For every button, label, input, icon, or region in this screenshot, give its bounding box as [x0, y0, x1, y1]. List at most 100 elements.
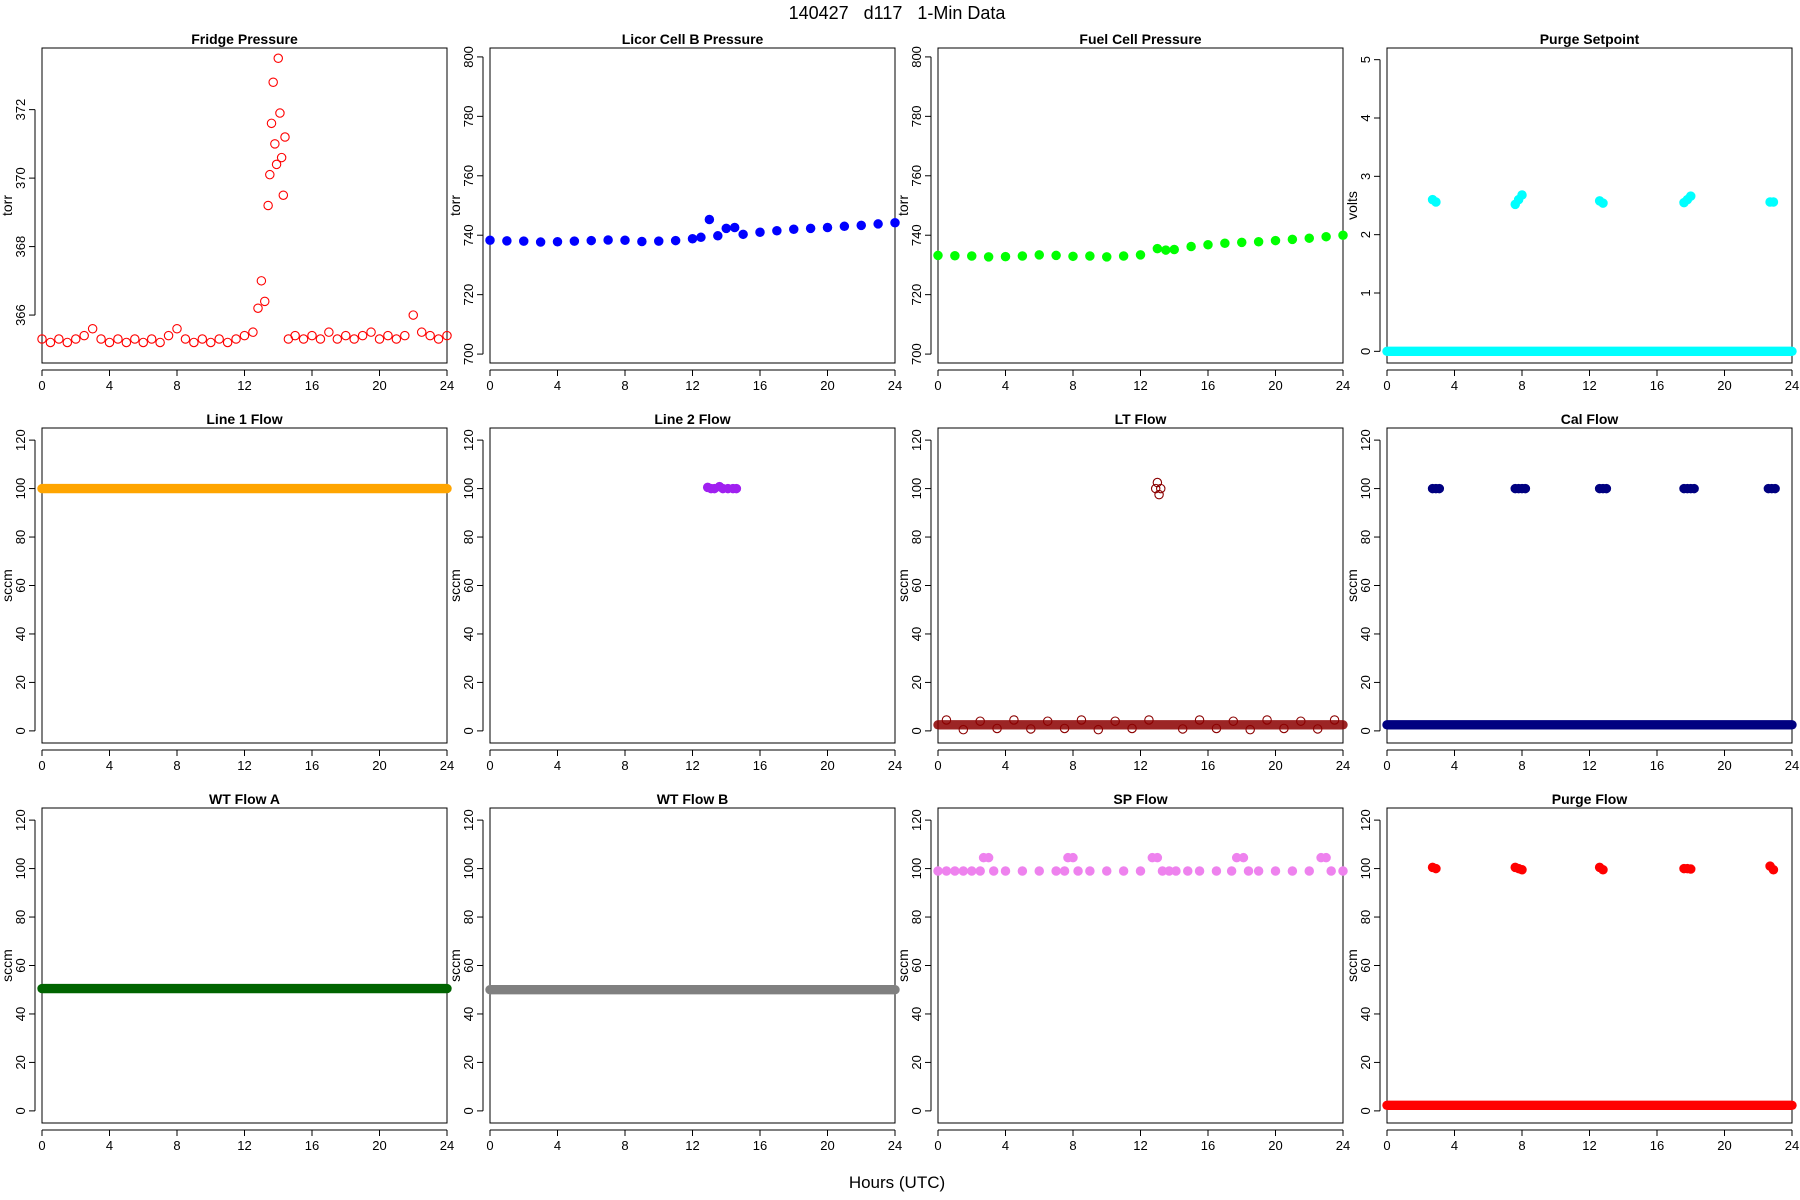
- data-point: [1262, 715, 1272, 725]
- x-tick-label: 8: [173, 378, 180, 393]
- data-point: [950, 866, 960, 876]
- data-point: [839, 221, 850, 232]
- y-tick-label: 80: [13, 530, 28, 544]
- y-tick-label: 0: [1358, 348, 1373, 355]
- data-point: [332, 334, 343, 344]
- x-tick-label: 12: [1133, 758, 1147, 773]
- data-point: [1000, 251, 1011, 262]
- data-point: [1118, 866, 1129, 876]
- data-point: [298, 334, 309, 344]
- figure-title: 140427 d117 1-Min Data: [789, 3, 1007, 23]
- data-point: [1076, 715, 1087, 725]
- data-point: [155, 337, 165, 348]
- y-axis-label: sccm: [447, 949, 463, 982]
- data-point: [1520, 483, 1531, 494]
- data-point: [71, 334, 81, 344]
- x-tick-label: 20: [1717, 1138, 1731, 1153]
- x-tick-label: 24: [440, 758, 454, 773]
- data-point: [180, 334, 191, 344]
- data-point: [1287, 234, 1298, 245]
- data-point: [1287, 866, 1298, 876]
- data-point: [1338, 866, 1348, 876]
- x-tick-label: 0: [934, 1138, 941, 1153]
- y-tick-label: 120: [909, 429, 924, 451]
- y-axis-label: volts: [1344, 191, 1360, 220]
- data-point: [259, 296, 270, 307]
- data-point: [206, 337, 216, 348]
- y-tick-label: 80: [461, 910, 476, 924]
- chart-title: WT Flow B: [657, 791, 729, 807]
- y-tick-label: 700: [909, 343, 924, 365]
- y-tick-label: 80: [461, 530, 476, 544]
- data-point: [1279, 723, 1289, 734]
- chart-title: WT Flow A: [209, 791, 280, 807]
- data-point: [1034, 866, 1045, 876]
- y-tick-label: 100: [13, 858, 28, 880]
- x-tick-label: 12: [685, 758, 699, 773]
- data-point: [1194, 866, 1205, 876]
- data-point: [268, 77, 278, 87]
- x-tick-label: 16: [753, 758, 767, 773]
- data-point: [265, 169, 275, 180]
- data-point: [248, 327, 258, 337]
- data-point: [1211, 723, 1222, 734]
- data-point: [1517, 865, 1527, 875]
- chart-title: Line 1 Flow: [206, 411, 282, 427]
- data-point: [324, 327, 334, 337]
- x-tick-label: 24: [440, 378, 454, 393]
- data-point: [1211, 866, 1222, 876]
- y-tick-label: 2: [1358, 231, 1373, 238]
- data-point: [788, 224, 799, 235]
- data-point: [1686, 191, 1696, 201]
- data-point: [366, 327, 376, 337]
- y-tick-label: 80: [13, 910, 28, 924]
- data-point: [1059, 866, 1070, 876]
- plot-frame: [1386, 427, 1793, 744]
- x-tick-label: 16: [305, 1138, 319, 1153]
- data-point: [941, 715, 952, 725]
- data-point: [37, 334, 47, 344]
- y-tick-label: 780: [909, 105, 924, 127]
- y-tick-label: 0: [909, 1107, 924, 1114]
- x-tick-label: 12: [237, 758, 251, 773]
- x-tick-label: 8: [621, 1138, 628, 1153]
- y-tick-label: 800: [909, 46, 924, 68]
- plot-frame: [1386, 807, 1793, 1124]
- data-point: [1135, 866, 1146, 876]
- data-point: [130, 334, 140, 344]
- x-tick-label: 16: [1201, 378, 1215, 393]
- data-point: [1059, 723, 1070, 734]
- data-point: [1127, 723, 1137, 734]
- y-tick-label: 20: [461, 675, 476, 689]
- x-tick-label: 0: [934, 758, 941, 773]
- y-tick-label: 20: [1358, 1055, 1373, 1069]
- data-point: [1085, 251, 1095, 261]
- data-point: [1042, 716, 1053, 726]
- plot-frame: [489, 807, 896, 1124]
- y-tick-label: 100: [1358, 858, 1373, 880]
- x-tick-label: 4: [1002, 1138, 1009, 1153]
- data-point: [983, 852, 994, 863]
- data-point: [518, 236, 529, 246]
- x-tick-label: 8: [1518, 1138, 1525, 1153]
- y-tick-label: 780: [461, 105, 476, 127]
- x-tick-label: 0: [486, 378, 493, 393]
- data-point: [96, 334, 106, 344]
- y-axis-label: sccm: [1344, 569, 1360, 602]
- data-point: [1144, 715, 1154, 725]
- data-point: [1102, 252, 1112, 262]
- data-point: [958, 866, 969, 876]
- data-point: [1329, 715, 1340, 725]
- y-tick-label: 120: [13, 809, 28, 831]
- data-point: [1026, 724, 1036, 734]
- data-point: [1770, 483, 1780, 494]
- data-point: [933, 250, 943, 261]
- data-point: [653, 236, 664, 246]
- x-tick-label: 0: [38, 378, 45, 393]
- data-point: [146, 334, 157, 344]
- y-tick-label: 0: [461, 1107, 476, 1114]
- data-point: [357, 330, 368, 341]
- y-tick-label: 40: [1358, 627, 1373, 641]
